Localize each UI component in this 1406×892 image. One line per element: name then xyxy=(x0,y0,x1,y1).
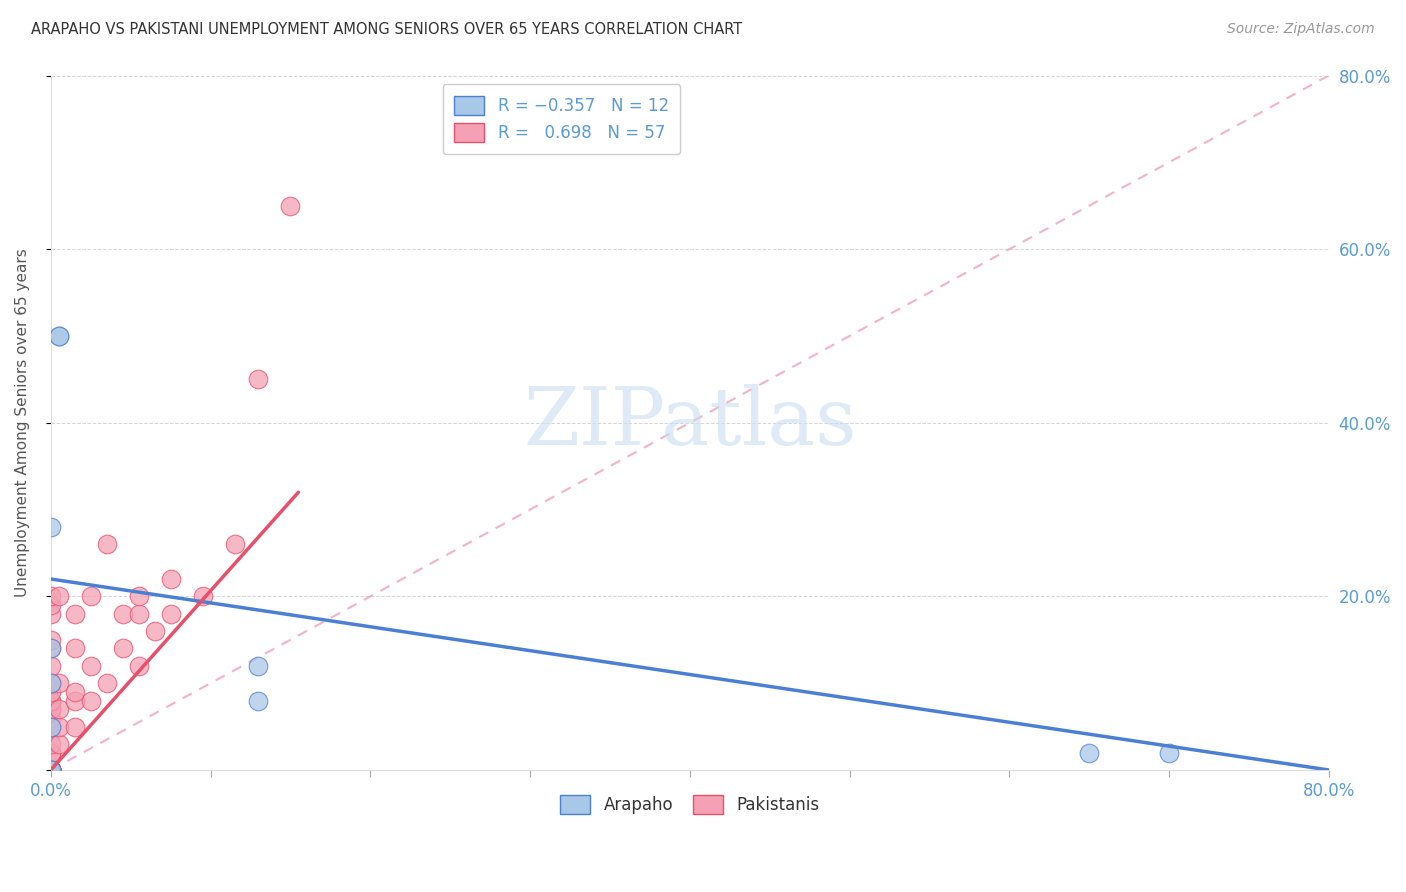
Point xyxy=(39,763,62,777)
Point xyxy=(111,607,134,621)
Point xyxy=(39,693,62,707)
Point xyxy=(39,737,62,751)
Point xyxy=(63,607,86,621)
Point xyxy=(247,372,270,386)
Point xyxy=(63,685,86,699)
Point xyxy=(39,763,62,777)
Point xyxy=(1157,746,1180,760)
Text: Source: ZipAtlas.com: Source: ZipAtlas.com xyxy=(1227,22,1375,37)
Point xyxy=(39,763,62,777)
Point xyxy=(224,537,246,551)
Point xyxy=(39,763,62,777)
Point xyxy=(39,746,62,760)
Point xyxy=(39,693,62,707)
Y-axis label: Unemployment Among Seniors over 65 years: Unemployment Among Seniors over 65 years xyxy=(15,248,30,597)
Point xyxy=(39,685,62,699)
Point xyxy=(39,763,62,777)
Point xyxy=(48,676,70,690)
Point xyxy=(39,676,62,690)
Point xyxy=(39,763,62,777)
Point xyxy=(39,763,62,777)
Point xyxy=(39,658,62,673)
Point xyxy=(39,720,62,734)
Point xyxy=(111,641,134,656)
Point xyxy=(96,537,118,551)
Point xyxy=(39,763,62,777)
Point xyxy=(191,590,214,604)
Point xyxy=(48,329,70,343)
Point xyxy=(96,676,118,690)
Point xyxy=(143,624,166,639)
Point xyxy=(39,763,62,777)
Point xyxy=(128,590,150,604)
Point xyxy=(39,763,62,777)
Point xyxy=(39,641,62,656)
Point xyxy=(48,720,70,734)
Point xyxy=(39,641,62,656)
Legend: Arapaho, Pakistanis: Arapaho, Pakistanis xyxy=(550,785,830,824)
Point xyxy=(39,702,62,716)
Point xyxy=(247,693,270,707)
Point xyxy=(48,737,70,751)
Point xyxy=(39,763,62,777)
Point xyxy=(247,658,270,673)
Point xyxy=(63,693,86,707)
Point xyxy=(48,590,70,604)
Point xyxy=(39,632,62,647)
Point xyxy=(39,763,62,777)
Point xyxy=(80,590,103,604)
Point xyxy=(159,607,181,621)
Point xyxy=(128,658,150,673)
Point xyxy=(48,702,70,716)
Point xyxy=(39,711,62,725)
Point xyxy=(80,693,103,707)
Point xyxy=(39,763,62,777)
Point xyxy=(48,329,70,343)
Point xyxy=(39,590,62,604)
Point xyxy=(39,598,62,612)
Text: ARAPAHO VS PAKISTANI UNEMPLOYMENT AMONG SENIORS OVER 65 YEARS CORRELATION CHART: ARAPAHO VS PAKISTANI UNEMPLOYMENT AMONG … xyxy=(31,22,742,37)
Point xyxy=(280,199,302,213)
Point xyxy=(39,676,62,690)
Text: ZIPatlas: ZIPatlas xyxy=(523,384,856,462)
Point xyxy=(39,676,62,690)
Point xyxy=(39,746,62,760)
Point xyxy=(39,720,62,734)
Point xyxy=(39,520,62,534)
Point xyxy=(159,572,181,586)
Point xyxy=(39,607,62,621)
Point xyxy=(39,720,62,734)
Point xyxy=(39,702,62,716)
Point xyxy=(80,658,103,673)
Point xyxy=(63,720,86,734)
Point xyxy=(128,607,150,621)
Point xyxy=(63,641,86,656)
Point xyxy=(1078,746,1101,760)
